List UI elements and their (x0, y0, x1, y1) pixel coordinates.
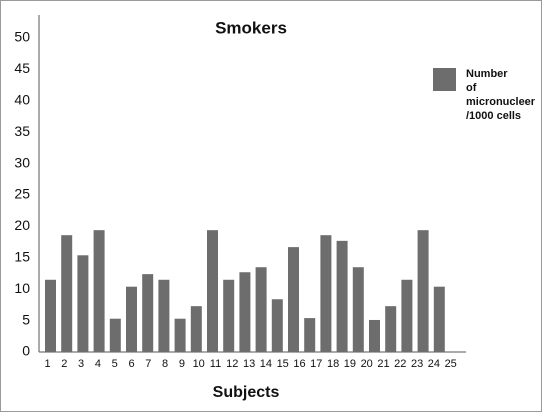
bar (93, 230, 105, 352)
x-tick-label: 5 (112, 358, 118, 370)
bar (142, 274, 154, 352)
bar (417, 230, 429, 352)
y-tick-label: 45 (14, 60, 30, 76)
x-tick-label: 9 (179, 358, 185, 370)
bar (304, 318, 316, 352)
bar (320, 235, 332, 352)
x-tick-label: 16 (293, 358, 305, 370)
x-tick-label: 8 (162, 358, 168, 370)
bar (223, 279, 235, 352)
bar (190, 306, 202, 352)
x-tick-label: 13 (243, 358, 255, 370)
x-tick-label: 20 (361, 358, 373, 370)
bar (109, 318, 121, 352)
bar (174, 318, 186, 352)
bar (369, 319, 380, 352)
y-tick-label: 50 (14, 29, 30, 45)
x-tick-label: 2 (61, 358, 67, 370)
x-tick-label: 10 (193, 358, 205, 370)
x-axis-title: Subjects (213, 384, 280, 401)
x-tick-label: 24 (428, 358, 440, 370)
bar (433, 286, 445, 352)
x-tick-label: 1 (44, 358, 50, 370)
x-tick-label: 6 (128, 358, 134, 370)
x-tick-label: 18 (327, 358, 339, 370)
bar (77, 255, 89, 352)
y-tick-label: 5 (22, 311, 30, 327)
y-tick-label: 30 (14, 154, 30, 170)
bar (61, 235, 73, 352)
x-tick-label: 19 (344, 358, 356, 370)
y-tick-label: 10 (14, 280, 30, 296)
bar (352, 267, 364, 352)
x-tick-label: 3 (78, 358, 84, 370)
bar (385, 306, 397, 352)
legend-label: Number of micronucleer /1000 cells (466, 68, 536, 122)
x-tick-label: 15 (277, 358, 289, 370)
bar (45, 279, 56, 352)
x-tick-label: 4 (95, 358, 101, 370)
x-tick-label: 22 (394, 358, 406, 370)
legend-swatch (433, 68, 456, 91)
x-tick-label: 14 (260, 358, 272, 370)
x-tick-label: 25 (445, 358, 457, 370)
y-tick-label: 0 (22, 343, 30, 359)
y-tick-label: 35 (14, 123, 30, 139)
bar (158, 279, 170, 352)
y-tick-label: 40 (14, 92, 30, 108)
bar (239, 272, 251, 352)
x-tick-label: 17 (310, 358, 322, 370)
y-tick-label: 25 (14, 186, 30, 202)
bar (288, 247, 299, 352)
x-tick-label: 21 (377, 358, 389, 370)
bar (255, 267, 267, 352)
bar (401, 279, 413, 352)
x-tick-label: 12 (226, 358, 238, 370)
x-tick-label: 7 (145, 358, 151, 370)
bar (271, 299, 283, 352)
x-tick-label: 23 (411, 358, 423, 370)
bar (207, 230, 218, 352)
y-tick-label: 20 (14, 217, 30, 233)
bar (126, 286, 137, 352)
y-tick-label: 15 (14, 249, 30, 265)
x-tick-label: 11 (210, 358, 221, 370)
chart-title: Smokers (215, 18, 287, 37)
bar (336, 240, 348, 352)
